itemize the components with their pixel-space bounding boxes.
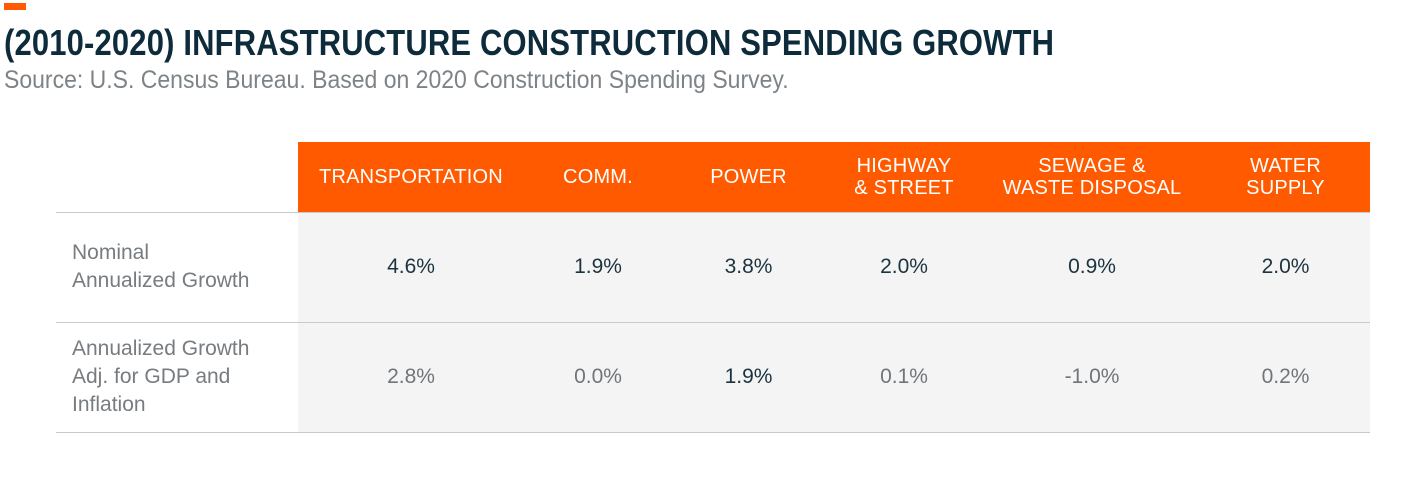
row-label: Annualized Growth Adj. for GDP and Infla… (56, 321, 298, 433)
row-label: Nominal Annualized Growth (56, 211, 298, 322)
column-header-power: POWER (672, 142, 825, 212)
column-header-label: WATER SUPPLY (1246, 154, 1325, 199)
table-row-adjusted-growth: Annualized Growth Adj. for GDP and Infla… (56, 321, 1370, 433)
table-header-row: TRANSPORTATION COMM. POWER HIGHWAY & STR… (56, 142, 1370, 212)
chart-source-note: Source: U.S. Census Bureau. Based on 202… (4, 66, 789, 94)
table-cell-value: -1.0% (983, 321, 1201, 433)
column-header-label: HIGHWAY & STREET (854, 154, 954, 199)
table-row-nominal-growth: Nominal Annualized Growth 4.6% 1.9% 3.8%… (56, 211, 1370, 322)
column-header-label: TRANSPORTATION (319, 165, 503, 188)
table-cell-value: 2.0% (825, 211, 983, 322)
table-cell-value: 4.6% (298, 211, 524, 322)
column-header-highway-street: HIGHWAY & STREET (825, 142, 983, 212)
column-header-label: COMM. (563, 165, 633, 188)
table-cell-value: 1.9% (524, 211, 672, 322)
table-cell-value: 1.9% (672, 321, 825, 433)
column-header-transportation: TRANSPORTATION (298, 142, 524, 212)
column-header-label: SEWAGE & WASTE DISPOSAL (1002, 154, 1182, 199)
table-cell-value: 2.0% (1201, 211, 1370, 322)
table-cell-value: 2.8% (298, 321, 524, 433)
title-accent-bar (4, 3, 26, 10)
table-corner-cell (56, 142, 298, 212)
table-cell-value: 0.9% (983, 211, 1201, 322)
table-cell-value: 0.1% (825, 321, 983, 433)
column-header-sewage-waste-disposal: SEWAGE & WASTE DISPOSAL (983, 142, 1201, 212)
spending-growth-table: TRANSPORTATION COMM. POWER HIGHWAY & STR… (56, 142, 1370, 433)
column-header-water-supply: WATER SUPPLY (1201, 142, 1370, 212)
table-cell-value: 3.8% (672, 211, 825, 322)
table-cell-value: 0.0% (524, 321, 672, 433)
table-cell-value: 0.2% (1201, 321, 1370, 433)
chart-title: (2010-2020) INFRASTRUCTURE CONSTRUCTION … (4, 22, 1055, 63)
column-header-comm: COMM. (524, 142, 672, 212)
column-header-label: POWER (710, 165, 787, 188)
